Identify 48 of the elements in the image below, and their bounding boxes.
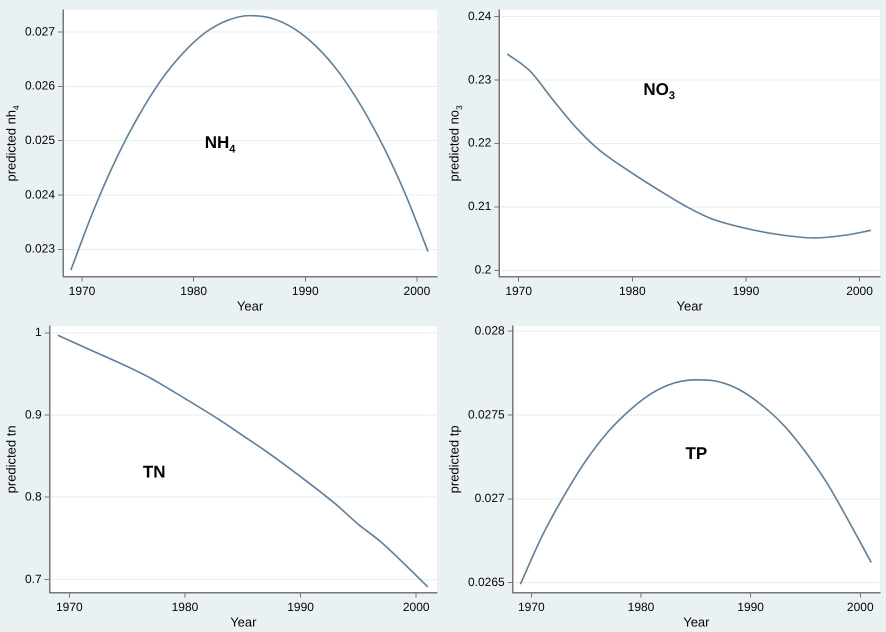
y-tick-label: 0.21 (468, 199, 492, 214)
line-series (520, 379, 872, 586)
y-tick-label: 0.027 (25, 24, 56, 38)
x-tick-label: 2000 (846, 284, 874, 298)
y-tick-label: 0.22 (468, 136, 492, 150)
annotation: TN (142, 462, 166, 482)
y-tick-label: 0.2 (474, 262, 492, 277)
x-tick-label: 1980 (172, 600, 199, 614)
x-tick-label: 1990 (732, 284, 760, 298)
y-tick-label: 0.026 (25, 78, 56, 93)
y-tick-label: 0.23 (468, 72, 492, 86)
x-tick-label: 1990 (287, 600, 314, 614)
x-axis-title: Year (236, 298, 264, 314)
y-axis-title: predicted tp (446, 425, 462, 494)
y-tick-label: 0.025 (25, 132, 56, 147)
line-series (56, 334, 429, 588)
y-tick-label: 0.023 (25, 242, 56, 256)
x-tick-label: 1970 (518, 600, 546, 614)
y-tick-label: 0.027 (474, 491, 506, 506)
x-tick-label: 1980 (628, 600, 655, 614)
x-tick-label: 1970 (56, 600, 84, 614)
y-tick-label: 0.7 (24, 572, 42, 586)
x-axis-title: Year (230, 614, 258, 630)
y-axis-title: predicted tn (4, 425, 19, 494)
x-tick-label: 1970 (68, 284, 96, 298)
x-tick-label: 1980 (180, 284, 208, 298)
x-tick-label: 2000 (402, 600, 430, 614)
y-tick-label: 0.0265 (468, 574, 506, 589)
x-tick-label: 2000 (404, 284, 431, 298)
line-series (506, 53, 872, 239)
y-tick-label: 0.24 (468, 8, 492, 23)
y-tick-label: 0.8 (24, 490, 42, 504)
x-axis-title: Year (676, 298, 704, 314)
x-axis-title: Year (683, 614, 710, 630)
x-tick-label: 1990 (292, 284, 319, 298)
y-tick-label: 0.028 (474, 324, 506, 338)
x-tick-label: 1980 (618, 284, 646, 298)
y-axis-title: predicted nh4 (4, 104, 21, 182)
y-tick-label: 0.0275 (468, 407, 506, 422)
y-tick-label: 0.024 (25, 187, 56, 202)
line-series (70, 14, 429, 271)
x-tick-label: 1990 (737, 600, 764, 614)
y-tick-label: 0.9 (24, 407, 42, 422)
x-tick-label: 2000 (846, 600, 874, 614)
x-tick-label: 1970 (505, 284, 532, 298)
y-axis-title: predicted no3 (446, 104, 464, 182)
annotation: TP (685, 444, 708, 463)
y-tick-label: 1 (34, 325, 42, 340)
